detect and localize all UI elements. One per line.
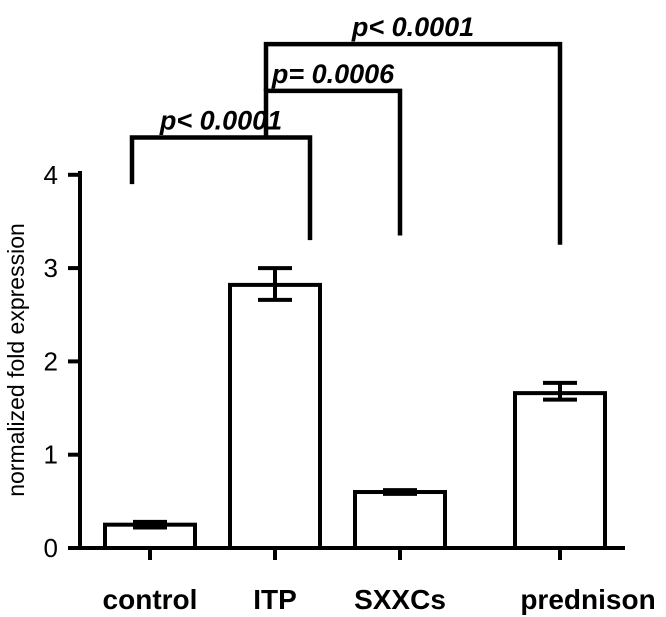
bar-SXXCs — [353, 490, 447, 550]
significance-bracket — [129, 135, 313, 241]
category-label: control — [103, 584, 198, 615]
category-label: ITP — [253, 584, 297, 615]
y-tick-label: 2 — [44, 346, 58, 376]
bar-ITP — [228, 282, 322, 550]
bar-prednison — [513, 391, 607, 551]
significance-bracket — [263, 88, 403, 236]
y-tick-label: 1 — [44, 440, 58, 470]
y-tick-label: 3 — [44, 253, 58, 283]
category-labels: control ITP SXXCs prednison — [103, 584, 656, 615]
significance-brackets: p< 0.0001 p= 0.0006 p< 0.0001 — [129, 12, 563, 245]
category-label: prednison — [520, 584, 655, 615]
p-value-label: p= 0.0006 — [271, 59, 395, 89]
y-tick-label: 0 — [44, 533, 58, 563]
y-axis-label: normalized fold expression — [3, 223, 29, 497]
significance-bracket — [263, 41, 563, 245]
p-value-label: p< 0.0001 — [159, 105, 282, 135]
bars — [103, 266, 607, 551]
category-label: SXXCs — [354, 584, 446, 615]
y-tick-label: 4 — [44, 160, 58, 190]
p-value-label: p< 0.0001 — [351, 12, 474, 42]
